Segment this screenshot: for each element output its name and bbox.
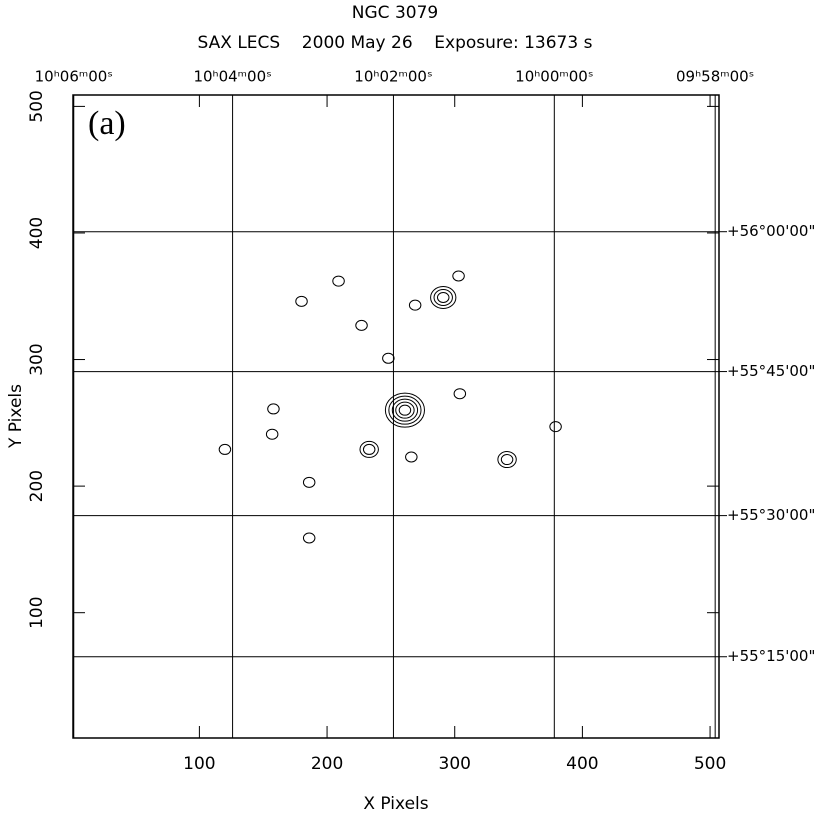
y-tick-label: 100 [27, 596, 47, 628]
contour [452, 270, 465, 282]
x-tick-label: 300 [439, 754, 471, 774]
y-tick-label: 400 [27, 217, 47, 249]
y2-tick-label: +55°45'00" [727, 362, 815, 380]
contour [430, 286, 457, 310]
y-tick-label: 300 [27, 343, 47, 375]
contour [267, 403, 280, 415]
y2-tick-label: +56°00'00" [727, 222, 815, 240]
x2-tick-label: 10ʰ06ᵐ00ˢ [35, 68, 113, 86]
contour [218, 443, 232, 455]
y2-tick-label: +55°15'00" [727, 647, 815, 665]
contour [436, 292, 450, 304]
x2-tick-label: 09ʰ58ᵐ00ˢ [676, 68, 754, 86]
y-axis-label: Y Pixels [6, 384, 26, 449]
contour [302, 476, 316, 488]
contour [295, 295, 308, 307]
x-tick-label: 100 [183, 754, 215, 774]
contour [359, 440, 379, 458]
contour [395, 401, 415, 419]
x-tick-label: 200 [311, 754, 343, 774]
contour [453, 388, 467, 400]
contour [355, 319, 368, 331]
contour [362, 443, 376, 455]
x2-tick-label: 10ʰ02ᵐ00ˢ [354, 68, 432, 86]
contour [408, 299, 422, 311]
contour [384, 392, 425, 428]
contour [265, 428, 279, 440]
y2-tick-label: +55°30'00" [727, 506, 815, 524]
plot-frame [72, 94, 720, 739]
x-tick-label: 400 [566, 754, 598, 774]
panel-label: (a) [88, 105, 126, 142]
contour [332, 275, 345, 287]
chart-subtitle: SAX LECS 2000 May 26 Exposure: 13673 s [198, 33, 593, 53]
contour [500, 454, 514, 466]
y-tick-label: 200 [27, 470, 47, 502]
x-axis-label: X Pixels [363, 794, 428, 814]
contour [549, 421, 562, 433]
x2-tick-label: 10ʰ04ᵐ00ˢ [193, 68, 271, 86]
contour [302, 532, 316, 544]
contour [388, 395, 422, 425]
contour [391, 398, 419, 422]
contour [497, 451, 517, 469]
contour [398, 404, 412, 416]
contour [382, 352, 395, 364]
contour [433, 289, 453, 307]
chart-title: NGC 3079 [352, 3, 438, 23]
x-tick-label: 500 [694, 754, 726, 774]
y-tick-label: 500 [27, 90, 47, 122]
x2-tick-label: 10ʰ00ᵐ00ˢ [515, 68, 593, 86]
contour [405, 451, 418, 463]
